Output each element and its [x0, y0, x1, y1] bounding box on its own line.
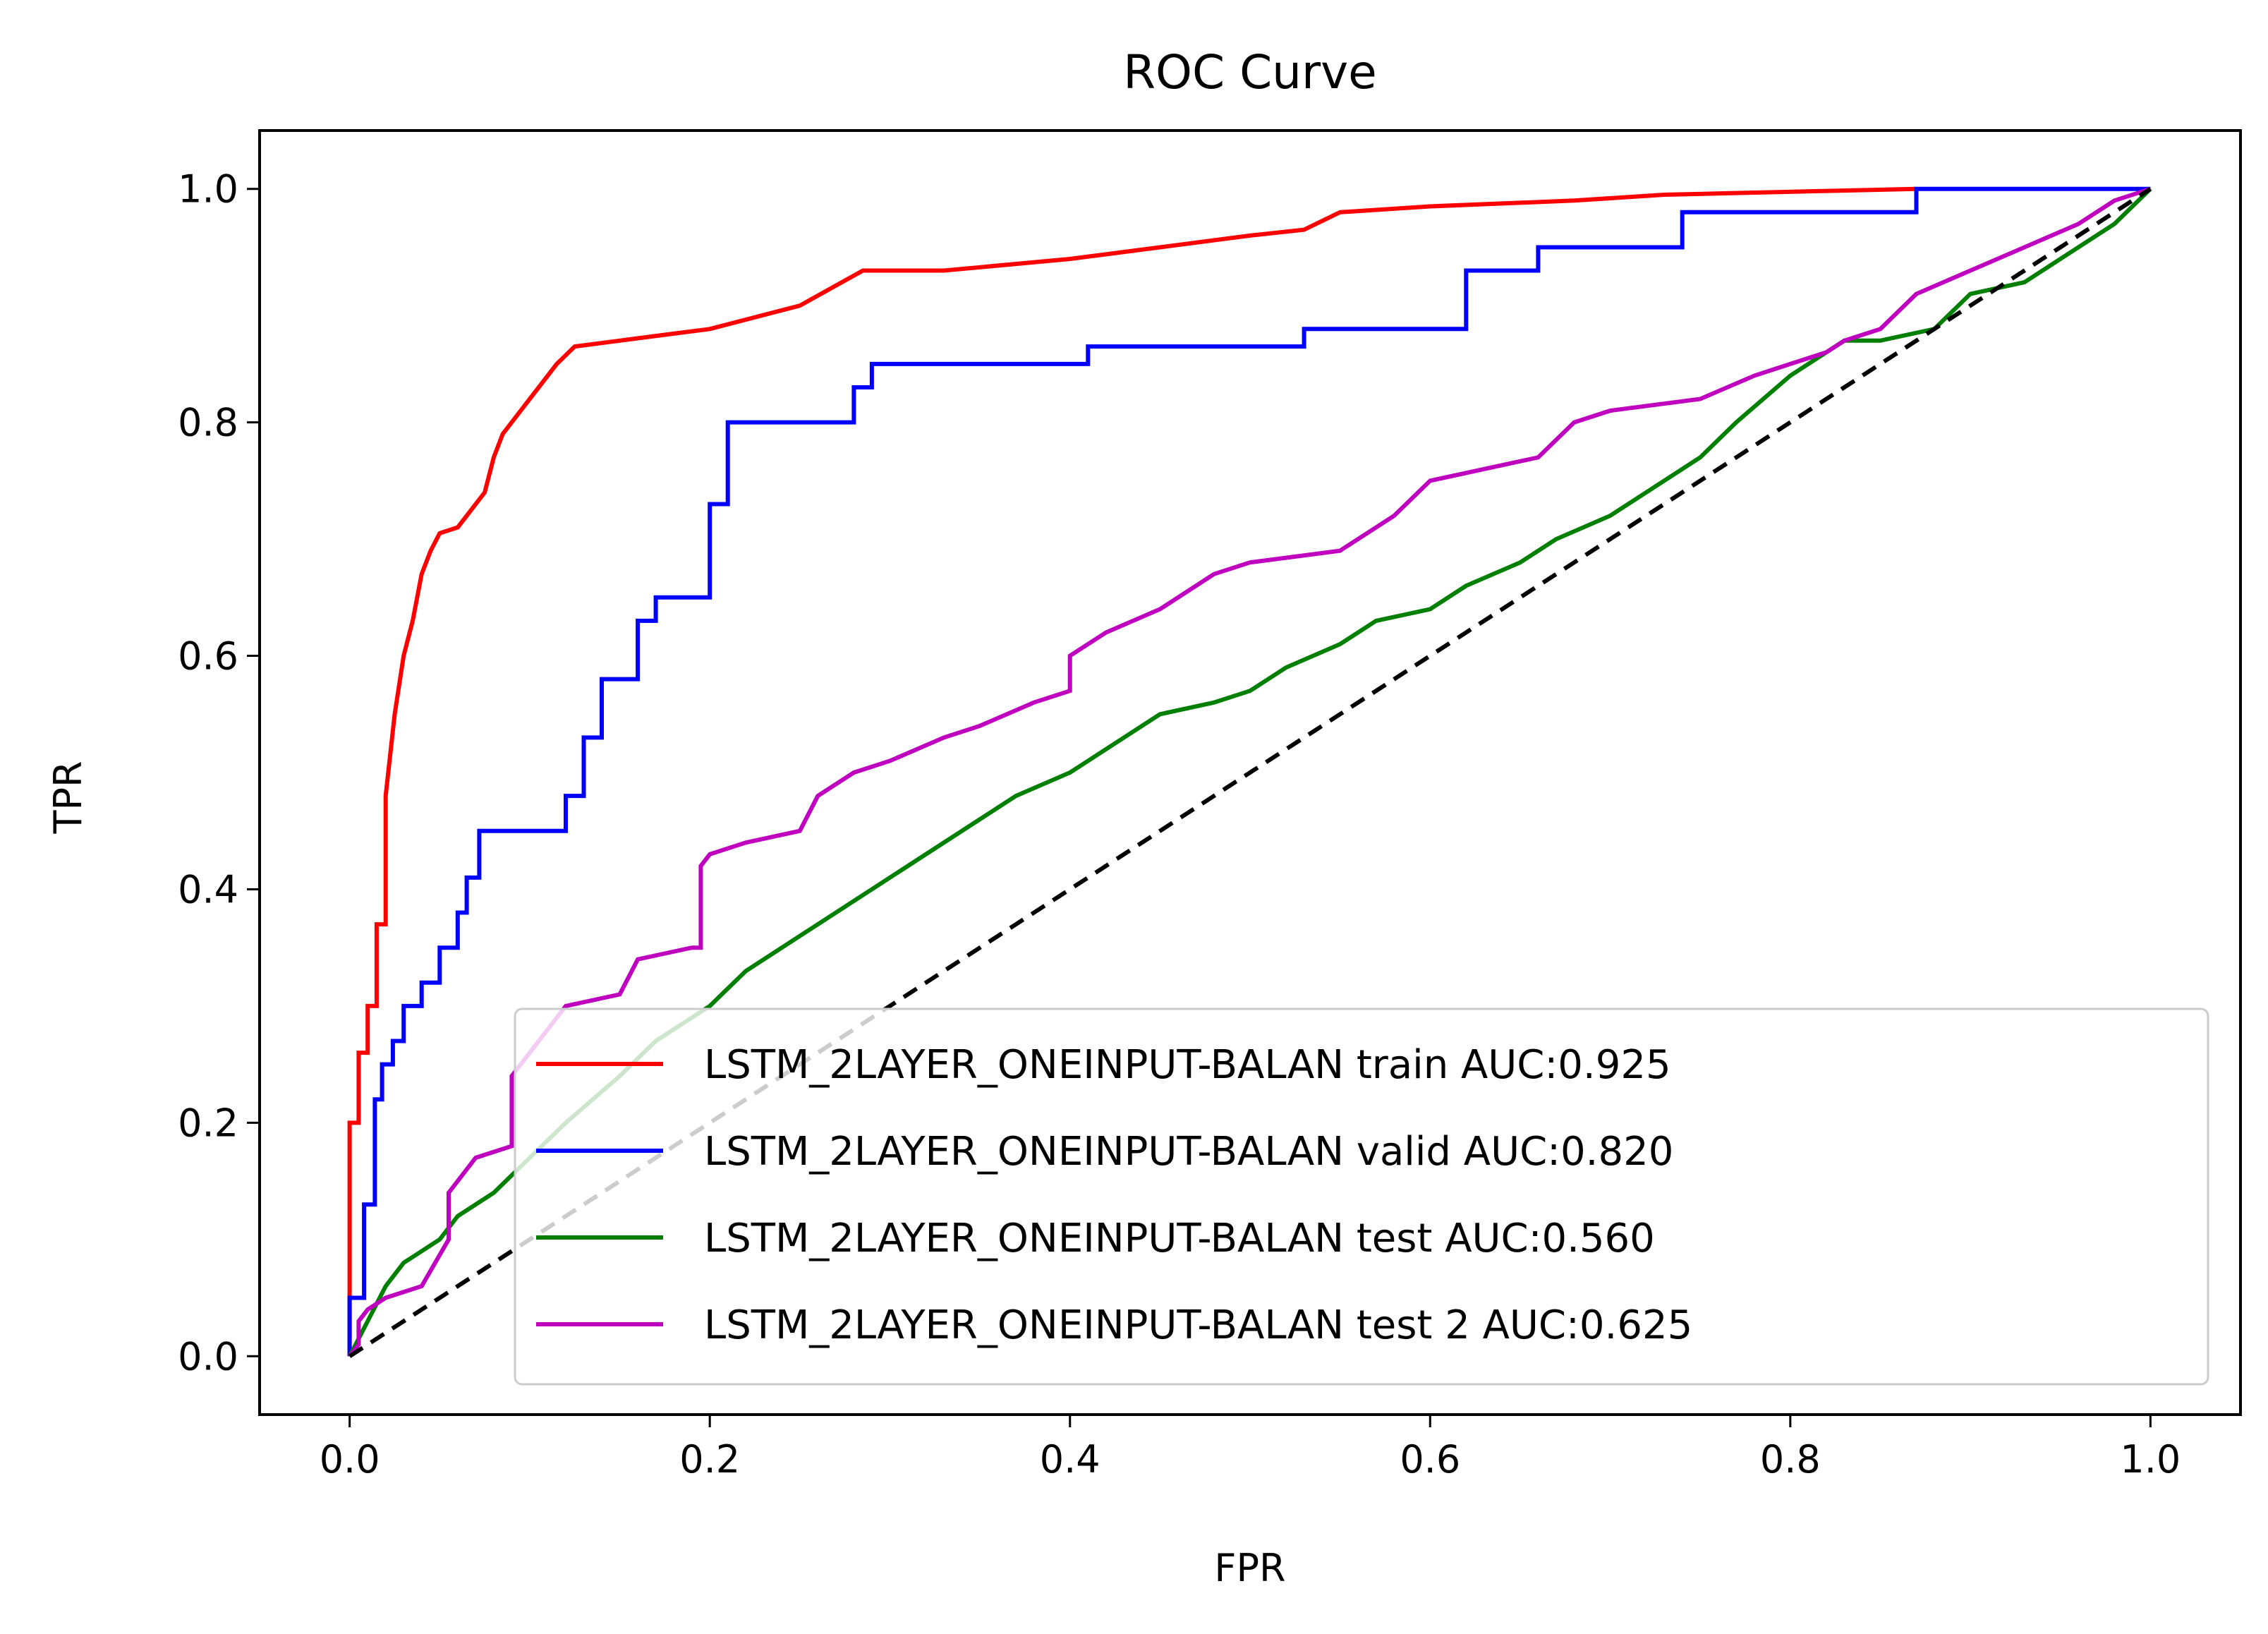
series-line-1 [347, 186, 2151, 1357]
legend-box [514, 1007, 2209, 1386]
x-tick-label: 0.4 [1040, 1437, 1100, 1482]
legend-entry-label: LSTM_2LAYER_ONEINPUT-BALAN test AUC:0.56… [704, 1216, 1655, 1261]
series-line-3 [348, 186, 2152, 1358]
chart-title: ROC Curve [1123, 45, 1377, 99]
x-axis-label: FPR [1214, 1546, 1285, 1590]
x-tick-label: 0.6 [1400, 1437, 1460, 1482]
plot-frame [258, 129, 2242, 1416]
series-line-0 [347, 186, 1917, 1357]
y-tick-label: 1.0 [178, 167, 238, 212]
legend: LSTM_2LAYER_ONEINPUT-BALAN train AUC:0.9… [514, 1007, 2209, 1386]
legend-entry-label: LSTM_2LAYER_ONEINPUT-BALAN test 2 AUC:0.… [704, 1302, 1692, 1348]
x-tick-label: 1.0 [2120, 1437, 2181, 1482]
x-tick-label: 0.8 [1760, 1437, 1821, 1482]
y-tick-label: 0.2 [178, 1101, 238, 1145]
y-axis-label: TPR [46, 761, 90, 834]
y-tick-label: 0.6 [178, 634, 238, 679]
legend-entry-label: LSTM_2LAYER_ONEINPUT-BALAN valid AUC:0.8… [704, 1129, 1673, 1175]
y-tick-label: 0.4 [178, 867, 238, 912]
axis-ticks: 0.0 0.2 0.4 0.6 0.8 1.0 0.0 0.2 0.4 0.6 0.8 1.0 [178, 167, 2181, 1482]
x-tick-label: 0.2 [679, 1437, 740, 1482]
legend-entry-label: LSTM_2LAYER_ONEINPUT-BALAN train AUC:0.9… [704, 1042, 1671, 1088]
x-tick-label: 0.0 [320, 1437, 380, 1482]
y-tick-label: 0.8 [178, 401, 238, 445]
y-tick-label: 0.0 [178, 1334, 238, 1379]
